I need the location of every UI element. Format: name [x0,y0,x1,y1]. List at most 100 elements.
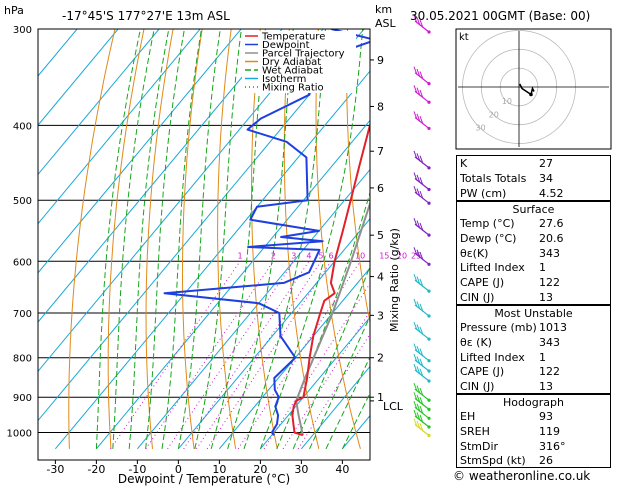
hodograph-stat-label: EH [460,410,476,423]
hodograph-ring-label: 30 [475,124,485,133]
isotherm-line [38,29,201,225]
wind-barb-base [427,407,431,411]
surface-value: 27.6 [539,217,564,230]
wind-barb-base [427,126,431,131]
wind-barb-feather [419,89,424,99]
isotherm-line [177,218,370,450]
most-unstable-row: CAPE (J) 122 [460,365,607,380]
wind-barb-feather [413,14,418,24]
height-tick-label: 5 [377,229,384,242]
mixing-ratio-line [110,261,241,450]
wind-barb-feather [416,276,421,285]
wind-barb-feather [416,385,421,394]
pressure-tick-label: 600 [13,257,32,268]
hodograph-stat-row: StmSpd (kt) 26 [460,454,607,469]
wet-adiabat-line [210,29,266,450]
pressure-tick-label: 400 [13,121,32,132]
storm-motion-marker [529,92,533,97]
most-unstable-value: 13 [539,380,553,394]
most-unstable-row: Lifted Index 1 [460,351,607,366]
most-unstable-value: 1013 [539,321,567,334]
wind-barb-feather [413,150,418,160]
asl-label: ASL [375,17,397,30]
mixing-ratio-line [206,261,332,450]
surface-label: CAPE (J) [460,276,505,290]
height-tick-label: 7 [377,145,384,158]
isotherm-line [218,267,370,450]
wind-barb-feather [419,177,424,186]
most-unstable-row: Pressure (mb) 1013 [460,321,607,336]
hodograph-stat-value: 316° [539,439,566,453]
wind-barb-base [427,82,431,86]
legend-label: Wet Adiabat [262,66,323,77]
index-value: 27 [539,157,553,170]
indices-panel: K 27 Totals Totals 34 PW (cm) 4.52 [456,155,611,201]
wet-adiabat-line [177,29,221,449]
wind-barb-feather [413,85,418,94]
hodograph-stat-row: EH 93 [460,410,607,425]
surface-row: θε(K) 343 [460,247,607,262]
profiles [163,29,370,437]
wind-barb-feather [416,87,421,96]
isotherm-line [38,29,242,274]
surface-label: CIN (J) [460,290,495,304]
wind-barb-feather [416,68,421,78]
wind-barb-feather [419,368,424,378]
parcel-trajectory-line [295,200,370,436]
wind-barb-feather [416,17,421,26]
dry-adiabat-line [283,29,320,450]
mixing-ratio-label: 4 [306,251,311,260]
dry-adiabat-line [251,29,278,450]
height-tick-label: 8 [377,100,384,113]
dry-adiabat-line [107,29,145,449]
wind-barb-feather [416,356,421,365]
wind-barb-feather [416,403,421,412]
hodograph-trace [519,83,535,96]
x-axis-label: Dewpoint / Temperature (°C) [118,472,290,486]
hodograph-stats-panel: Hodograph EH 93 SREH 119 StmDir 316° StmSpd (k… [456,394,611,468]
legend-label: Isotherm [262,74,306,85]
most-unstable-title: Most Unstable [494,307,573,320]
most-unstable-row: CIN (J) 13 [460,380,607,395]
mixing-ratio-label: 25 [411,251,421,260]
mixing-ratio-label: 5 [318,251,323,260]
wind-barb-feather [416,366,421,375]
wind-barb-base [427,416,431,420]
wind-barb-feather [413,392,418,401]
pressure-tick-label: 300 [13,25,32,36]
surface-value: 1 [539,261,546,275]
surface-value: 20.6 [539,231,564,245]
hodograph-stat-label: StmSpd (kt) [460,454,526,468]
height-tick-label: 3 [377,309,384,322]
dry-adiabat-line [346,29,370,326]
isotherm-line [136,168,370,450]
index-value: 4.52 [539,186,564,200]
legend-label: Dry Adiabat [262,57,321,68]
wet-adiabat-line [309,314,370,450]
dewpoint-line [163,29,370,436]
wind-barb-feather [413,383,418,392]
wind-barb-feather [416,345,421,355]
wind-barb-feather [419,387,424,397]
isotherm-line [38,29,119,126]
wet-adiabat-line [227,29,294,450]
credit-text: © weatheronline.co.uk [453,469,591,483]
wind-barb-feather [413,363,418,373]
wet-adiabat-line [292,264,370,450]
wind-barb-base [427,233,431,237]
mixing-ratio-label: 3 [291,251,296,260]
pressure-tick-label: 500 [13,196,32,207]
surface-row: Dewp (°C) 20.6 [460,232,607,247]
wind-barb-feather [413,111,418,120]
pressure-tick-label: 1000 [7,429,32,440]
isotherm-line [259,316,370,450]
wind-barb-feather [419,71,424,80]
most-unstable-label: CIN (J) [460,380,495,394]
most-unstable-value: 343 [539,335,560,349]
most-unstable-label: Pressure (mb) [460,321,537,334]
pressure-tick-label: 700 [13,309,32,320]
wind-barb-feather [419,278,424,288]
